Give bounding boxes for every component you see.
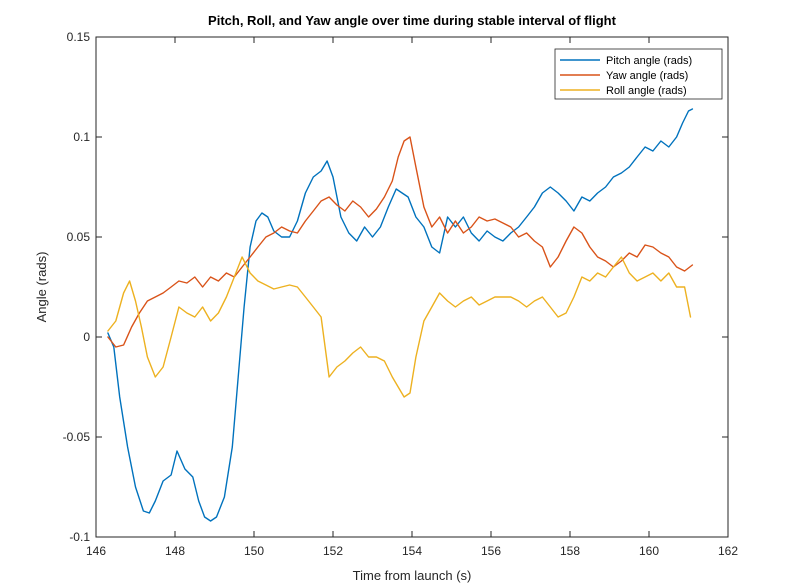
legend-label-3: Roll angle (rads) bbox=[606, 85, 687, 97]
y-tick-label: 0 bbox=[83, 330, 90, 344]
x-tick-label: 150 bbox=[244, 544, 264, 558]
x-tick-label: 146 bbox=[86, 544, 106, 558]
x-tick-label: 162 bbox=[718, 544, 738, 558]
y-tick-label: 0.05 bbox=[67, 230, 91, 244]
x-axis: 146 148 150 152 154 156 158 160 162 bbox=[86, 37, 738, 558]
x-tick-label: 148 bbox=[165, 544, 185, 558]
x-tick-label: 152 bbox=[323, 544, 343, 558]
legend-label-2: Yaw angle (rads) bbox=[606, 70, 688, 82]
y-tick-label: 0.1 bbox=[73, 130, 90, 144]
y-axis-label: Angle (rads) bbox=[34, 252, 49, 323]
legend-label-1: Pitch angle (rads) bbox=[606, 55, 692, 67]
series-line-3 bbox=[107, 256, 692, 398]
x-tick-label: 156 bbox=[481, 544, 501, 558]
chart-title: Pitch, Roll, and Yaw angle over time dur… bbox=[208, 13, 617, 28]
y-tick-label: 0.15 bbox=[67, 30, 91, 44]
y-tick-label: -0.1 bbox=[69, 530, 90, 544]
series-line-2 bbox=[107, 136, 694, 348]
x-tick-label: 154 bbox=[402, 544, 422, 558]
x-tick-label: 158 bbox=[560, 544, 580, 558]
legend: Pitch angle (rads) Yaw angle (rads) Roll a… bbox=[554, 48, 723, 100]
plot-area bbox=[95, 36, 729, 538]
series-group bbox=[107, 108, 694, 522]
series-line-1 bbox=[107, 108, 694, 522]
y-axis: -0.1 -0.05 0 0.05 0.1 0.15 bbox=[63, 30, 728, 544]
x-tick-label: 160 bbox=[639, 544, 659, 558]
y-tick-label: -0.05 bbox=[63, 430, 91, 444]
x-axis-label: Time from launch (s) bbox=[353, 568, 472, 583]
